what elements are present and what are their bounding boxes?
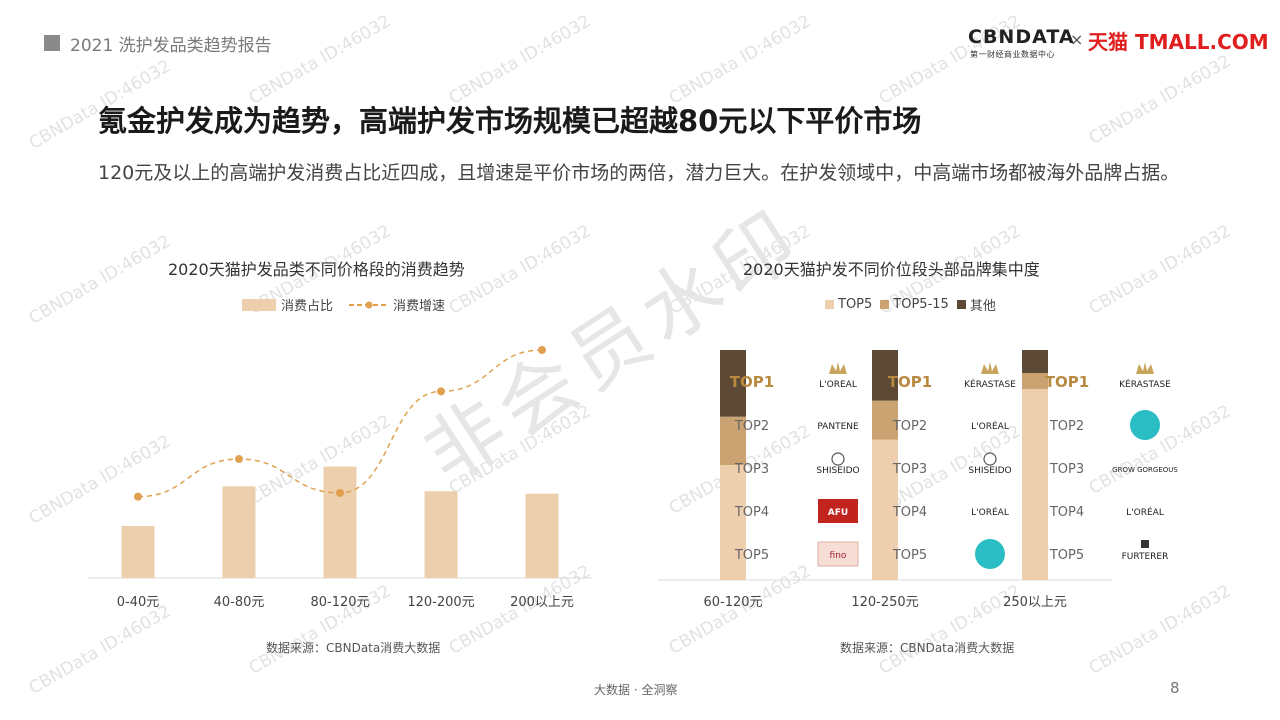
- chart1-bar: [121, 525, 155, 578]
- chart1-bar: [424, 491, 458, 578]
- legend-line-swatch: [349, 301, 390, 308]
- chart2-brand-logo: GROW GORGEOUS: [1112, 466, 1178, 474]
- chart2-title: 2020天猫护发不同价位段头部品牌集中度: [743, 260, 1040, 279]
- chart2-brand-logo: L'ORÉAL: [1126, 506, 1164, 518]
- cbndata-logo-subtitle: 第一财经商业数据中心: [970, 50, 1055, 59]
- cbndata-logo: CBNDATA: [968, 26, 1075, 48]
- report-title: 2021 洗护发品类趋势报告: [70, 36, 272, 56]
- chart2-rank-label: TOP3: [734, 462, 769, 477]
- chart2-stack-segment: [1022, 350, 1048, 373]
- chart2-xtick: 250以上元: [1003, 595, 1067, 610]
- legend-swatch-other: [956, 300, 966, 309]
- chart1-bar: [222, 486, 256, 578]
- chart2-rank-label: TOP4: [1049, 505, 1084, 520]
- legend-label-top5-15: TOP5-15: [893, 297, 949, 312]
- chart1-source: 数据来源：CBNData消费大数据: [266, 641, 441, 655]
- chart2-stack-segment: [720, 416, 746, 465]
- fino-logo-icon: [817, 541, 859, 567]
- chart2-rank-label: TOP4: [734, 505, 769, 520]
- chart2-stack-segment: [720, 350, 746, 417]
- chart1-legend: 消费占比 消费增速: [242, 295, 445, 314]
- shiseido-emblem-icon: [831, 452, 845, 466]
- chart2-brand-logo: SHISEIDO: [816, 466, 859, 476]
- chart2-stack-segment: [872, 400, 898, 440]
- chart2-stack-segment: [872, 439, 898, 580]
- chart1-growth-point: [235, 455, 243, 464]
- id-watermark: CBNData ID:46032: [1085, 221, 1235, 319]
- chart2-rank-label: TOP5: [734, 548, 769, 563]
- chart1-xtick: 120-200元: [407, 595, 474, 610]
- chart2-rank-label: TOP1: [1045, 373, 1089, 391]
- chart2-stack-segment: [872, 350, 898, 401]
- furterer-logo-icon: [1141, 540, 1149, 548]
- chart2-rank-label: TOP5: [892, 548, 927, 563]
- chart2-brand-logo: L'OREAL: [819, 380, 857, 390]
- chart2-rank-label: TOP5: [1049, 548, 1084, 563]
- legend-bar-swatch: [242, 298, 276, 311]
- legend-label-growth: 消费增速: [393, 299, 446, 314]
- chart2-rank-label: TOP2: [1049, 419, 1084, 434]
- chart1-title: 2020天猫护发品类不同价格段的消费趋势: [168, 260, 465, 279]
- chart2-xtick: 120-250元: [851, 595, 918, 610]
- id-watermark: CBNData ID:46032: [25, 231, 175, 329]
- chart2-source: 数据来源：CBNData消费大数据: [840, 641, 1015, 655]
- logo-separator: ×: [1070, 30, 1084, 49]
- page-subtitle: 120元及以上的高端护发消费占比近四成，且增速是平价市场的两倍，潜力巨大。在护发…: [98, 162, 1180, 184]
- chart1-growth-point: [134, 492, 142, 501]
- chart2-brand-logo: KÉRASTASE: [964, 378, 1016, 390]
- header-square-icon: [44, 35, 60, 51]
- chart1-growth-point: [538, 346, 546, 354]
- legend-label-other: 其他: [969, 299, 996, 314]
- chart1-bar: [525, 493, 559, 578]
- chart2-stack-segment: [1022, 389, 1048, 580]
- id-watermark: CBNData ID:46032: [665, 11, 815, 109]
- chart2-rank-label: TOP1: [888, 373, 932, 391]
- chart1-xtick: 40-80元: [214, 595, 265, 610]
- legend-label-share: 消费占比: [281, 299, 334, 314]
- chart2-brand-logo: FURTERER: [1122, 552, 1169, 562]
- crown-icon: [1136, 362, 1154, 374]
- legend-label-top5: TOP5: [838, 297, 873, 312]
- chart2-brand-logo: fino: [830, 551, 847, 561]
- chart2-brand-logo: KÉRASTASE: [1119, 378, 1171, 390]
- chart2-stack-segment: [1022, 373, 1048, 390]
- chart2-rank-label: TOP3: [1049, 462, 1084, 477]
- id-watermark: CBNData ID:46032: [245, 11, 395, 109]
- chart2-brand-logo: AFU: [828, 508, 848, 518]
- chart2-rank-label: TOP4: [892, 505, 927, 520]
- page-title: 氪金护发成为趋势，高端护发市场规模已超越80元以下平价市场: [98, 104, 922, 138]
- chart1-xtick: 0-40元: [117, 595, 160, 610]
- crown-icon: [981, 362, 999, 374]
- chart2-xtick: 60-120元: [703, 595, 762, 610]
- chart2-rank-label: TOP2: [734, 419, 769, 434]
- chart1-bar: [323, 466, 357, 578]
- crown-icon: [829, 362, 847, 374]
- chart1-growth-point: [336, 488, 344, 497]
- moroccanoil-logo-icon: [1130, 410, 1160, 440]
- chart1-xtick: 80-120元: [310, 595, 369, 610]
- moroccanoil-logo-icon: [975, 539, 1005, 569]
- chart1-xtick: 200以上元: [510, 595, 574, 610]
- page-number: 8: [1170, 679, 1180, 697]
- chart2-rank-label: TOP1: [730, 373, 774, 391]
- chart2-rank-label: TOP2: [892, 419, 927, 434]
- id-watermark: CBNData ID:46032: [445, 11, 595, 109]
- afu-logo-icon: [818, 499, 858, 523]
- legend-swatch-top5-15: [880, 300, 890, 309]
- tmall-logo: 天猫 TMALL.COM: [1088, 30, 1269, 54]
- legend-swatch-top5: [825, 300, 834, 309]
- shiseido-emblem-icon: [983, 452, 997, 466]
- chart2-brand-logo: L'ORÉAL: [971, 420, 1009, 432]
- chart1-svg: 0-40元 40-80元 80-120元 120-200元 200以上元: [88, 346, 592, 610]
- chart2-brand-logo: PANTENE: [817, 422, 859, 432]
- chart2-legend: TOP5 TOP5-15 其他: [825, 295, 996, 314]
- chart2-rank-label: TOP3: [892, 462, 927, 477]
- id-watermark: CBNData ID:46032: [1085, 51, 1235, 149]
- chart2-brand-logo: L'ORÉAL: [971, 506, 1009, 518]
- chart2-brand-logo: SHISEIDO: [968, 466, 1011, 476]
- chart1-growth-point: [437, 387, 445, 396]
- chart2-stack-segment: [720, 465, 746, 580]
- footer-tagline: 大数据 · 全洞察: [594, 683, 678, 697]
- chart2-svg: 60-120元 TOP1 TOP2 TOP3 TOP4 TOP5 L'OREAL PANTEN…: [658, 350, 1178, 610]
